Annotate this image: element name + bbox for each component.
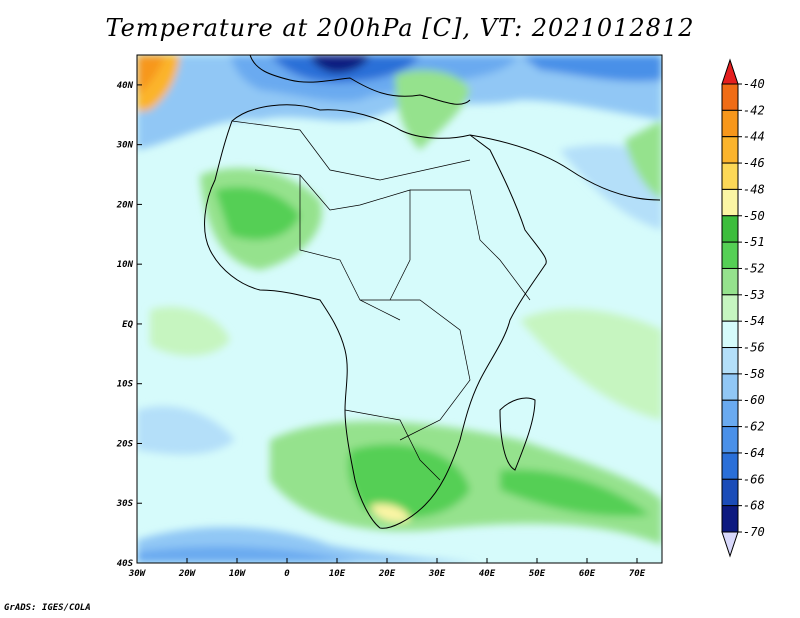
warm-patch-east-edge xyxy=(625,120,662,200)
coldest-core xyxy=(310,55,370,73)
lat-tick-label: 30S xyxy=(116,499,134,509)
lat-tick-label: 20N xyxy=(116,200,134,210)
colorbar-swatch xyxy=(721,505,739,533)
lat-tick-label: 40N xyxy=(117,81,134,91)
lon-tick-label: 30W xyxy=(128,569,147,579)
colorbar-label: -50 xyxy=(743,209,765,223)
lat-tick-label: 10S xyxy=(117,380,134,390)
lon-tick-label: 10W xyxy=(229,569,247,579)
lat-tick-label: EQ xyxy=(122,320,133,330)
warm-core-southern-africa xyxy=(348,444,470,519)
lon-tick-label: 50E xyxy=(529,569,546,579)
lon-tick-label: 20W xyxy=(178,569,197,579)
colorbar-swatch xyxy=(721,452,739,480)
colorbar-label: -62 xyxy=(743,420,765,434)
border-line xyxy=(410,189,531,301)
colorbar-swatch xyxy=(721,426,739,454)
colorbar-label: -58 xyxy=(743,367,765,381)
colorbar-swatch xyxy=(721,267,739,296)
colorbar-swatch xyxy=(721,347,739,375)
colder-region-south xyxy=(137,546,360,563)
border-line xyxy=(360,299,471,441)
colorbar-swatch xyxy=(721,136,739,164)
colorbar-label: -40 xyxy=(743,77,765,91)
colorbar-swatch xyxy=(721,294,739,322)
warm-core-south-indian xyxy=(500,469,650,517)
madagascar-coastline xyxy=(499,397,536,471)
warm-spot-south-africa xyxy=(370,503,410,522)
warm-core-sahel xyxy=(215,186,300,240)
colorbar-label: -53 xyxy=(743,288,765,302)
colorbar-swatch xyxy=(721,162,739,190)
colorbar-label: -44 xyxy=(743,130,765,144)
africa-coastline xyxy=(204,104,547,529)
lat-tick-label: 10N xyxy=(117,260,134,270)
lon-tick-label: 70E xyxy=(629,569,646,579)
colorbar-swatch xyxy=(721,109,739,138)
arabia-coastline xyxy=(469,134,661,201)
colorbar-bottom-arrow xyxy=(721,531,739,558)
warm-patch-atlantic xyxy=(150,306,230,356)
colorbar-top-arrow xyxy=(721,58,739,85)
colorbar-label: -42 xyxy=(743,103,765,117)
longitude-ticks: 30W 20W 10W 0 10E 20E 30E 40E 50E 60E 70E xyxy=(128,558,646,579)
coastlines xyxy=(204,55,661,529)
lon-tick-label: 60E xyxy=(579,569,596,579)
cool-patch-south-atlantic xyxy=(137,406,235,455)
colorbar-label: -64 xyxy=(743,446,765,460)
country-borders xyxy=(231,120,531,481)
colorbar-swatch xyxy=(721,373,739,401)
colorbar-label: -70 xyxy=(743,525,765,539)
lon-tick-label: 30E xyxy=(428,569,446,579)
border-line xyxy=(299,175,401,321)
border-line xyxy=(231,120,471,181)
lon-tick-label: 20E xyxy=(378,569,396,579)
colorbar-swatch xyxy=(721,478,739,507)
colorbar-swatch xyxy=(721,215,739,243)
warm-core-northwest xyxy=(137,55,165,95)
colorbar-label: -52 xyxy=(743,261,765,275)
lon-tick-label: 10E xyxy=(329,569,346,579)
map-frame xyxy=(136,54,663,564)
shaded-contours xyxy=(137,55,662,563)
europe-coastline xyxy=(249,55,471,105)
colorbar-label: -56 xyxy=(743,341,765,355)
colorbar-label: -60 xyxy=(743,393,765,407)
colorbar-swatch xyxy=(721,320,739,349)
credit-label: GrADS: IGES/COLA xyxy=(4,603,91,613)
lat-tick-label: 30N xyxy=(116,141,134,151)
lon-tick-label: 40E xyxy=(479,569,496,579)
colorbar-label: -51 xyxy=(743,235,765,249)
lon-tick-label: 0 xyxy=(284,569,290,579)
colorbar-label: -68 xyxy=(743,499,765,513)
colorbar-label: -46 xyxy=(743,156,765,170)
temperature-field xyxy=(137,55,662,563)
warm-patch-indian-ocean xyxy=(520,309,662,420)
map-title: Temperature at 200hPa [C], VT: 202101281… xyxy=(105,14,695,42)
colorbar-swatch xyxy=(721,83,739,111)
colorbar-swatch xyxy=(721,399,739,428)
warm-region-east-med xyxy=(395,70,470,150)
colorbar-swatch xyxy=(721,188,739,217)
latitude-ticks: 40N 30N 20N 10N EQ 10S 20S 30S 40S xyxy=(116,81,142,569)
colorbar-label: -48 xyxy=(743,182,765,196)
lat-tick-label: 20S xyxy=(116,439,134,449)
colorbar-label: -54 xyxy=(743,314,765,328)
border-line xyxy=(344,409,441,481)
colorbar-swatch xyxy=(721,241,739,269)
lat-tick-label: 40S xyxy=(117,559,134,569)
cold-region-northeast xyxy=(520,55,662,82)
colorbar: -40 -42 -44 -46 -48 -50 -51 -52 -53 -54 -56 -58 -60 -… xyxy=(721,58,765,558)
colorbar-label: -66 xyxy=(743,472,765,486)
